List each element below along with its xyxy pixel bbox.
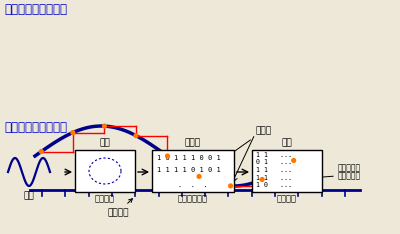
Text: 1 1   ...: 1 1 ...: [256, 175, 292, 180]
Text: 信号: 信号: [24, 191, 34, 200]
Text: 1 1   ...: 1 1 ...: [256, 167, 292, 173]
Text: 采样: 采样: [100, 138, 110, 147]
Point: [70, 131, 76, 134]
Text: 转换成为数据: 转换成为数据: [178, 194, 208, 203]
Text: ·  ·  ·: · · ·: [178, 184, 208, 190]
Text: 采样时发生了什么？: 采样时发生了什么？: [4, 121, 67, 134]
Text: 1 0 1 1 1 0 0 1: 1 0 1 1 1 0 0 1: [157, 155, 221, 161]
Point: [290, 159, 297, 162]
Text: 采样点: 采样点: [202, 127, 271, 174]
Text: 采样是等间隔的进行: 采样是等间隔的进行: [4, 3, 67, 16]
Point: [259, 178, 265, 181]
Text: 顺序存储: 顺序存储: [277, 194, 297, 203]
Text: 数字化需要: 数字化需要: [338, 163, 361, 172]
Text: 的保持时间: 的保持时间: [338, 171, 361, 180]
Text: 数字化: 数字化: [185, 138, 201, 147]
Bar: [252, 150, 322, 192]
Point: [196, 175, 202, 178]
Point: [101, 124, 108, 128]
Text: 存储: 存储: [282, 138, 292, 147]
Text: 1 0   ...: 1 0 ...: [256, 182, 292, 188]
Bar: [152, 150, 234, 192]
Text: 1 1   ...: 1 1 ...: [256, 152, 292, 158]
Text: 1 1 1 1 0 1 0 1: 1 1 1 1 0 1 0 1: [157, 167, 221, 173]
Point: [227, 184, 234, 188]
Point: [133, 134, 139, 137]
Point: [38, 150, 44, 154]
Bar: [75, 150, 135, 192]
Text: 采样保持: 采样保持: [95, 194, 115, 203]
Point: [164, 154, 171, 158]
Text: 采样间隔: 采样间隔: [107, 199, 132, 217]
Text: 0 1   ...: 0 1 ...: [256, 160, 292, 165]
